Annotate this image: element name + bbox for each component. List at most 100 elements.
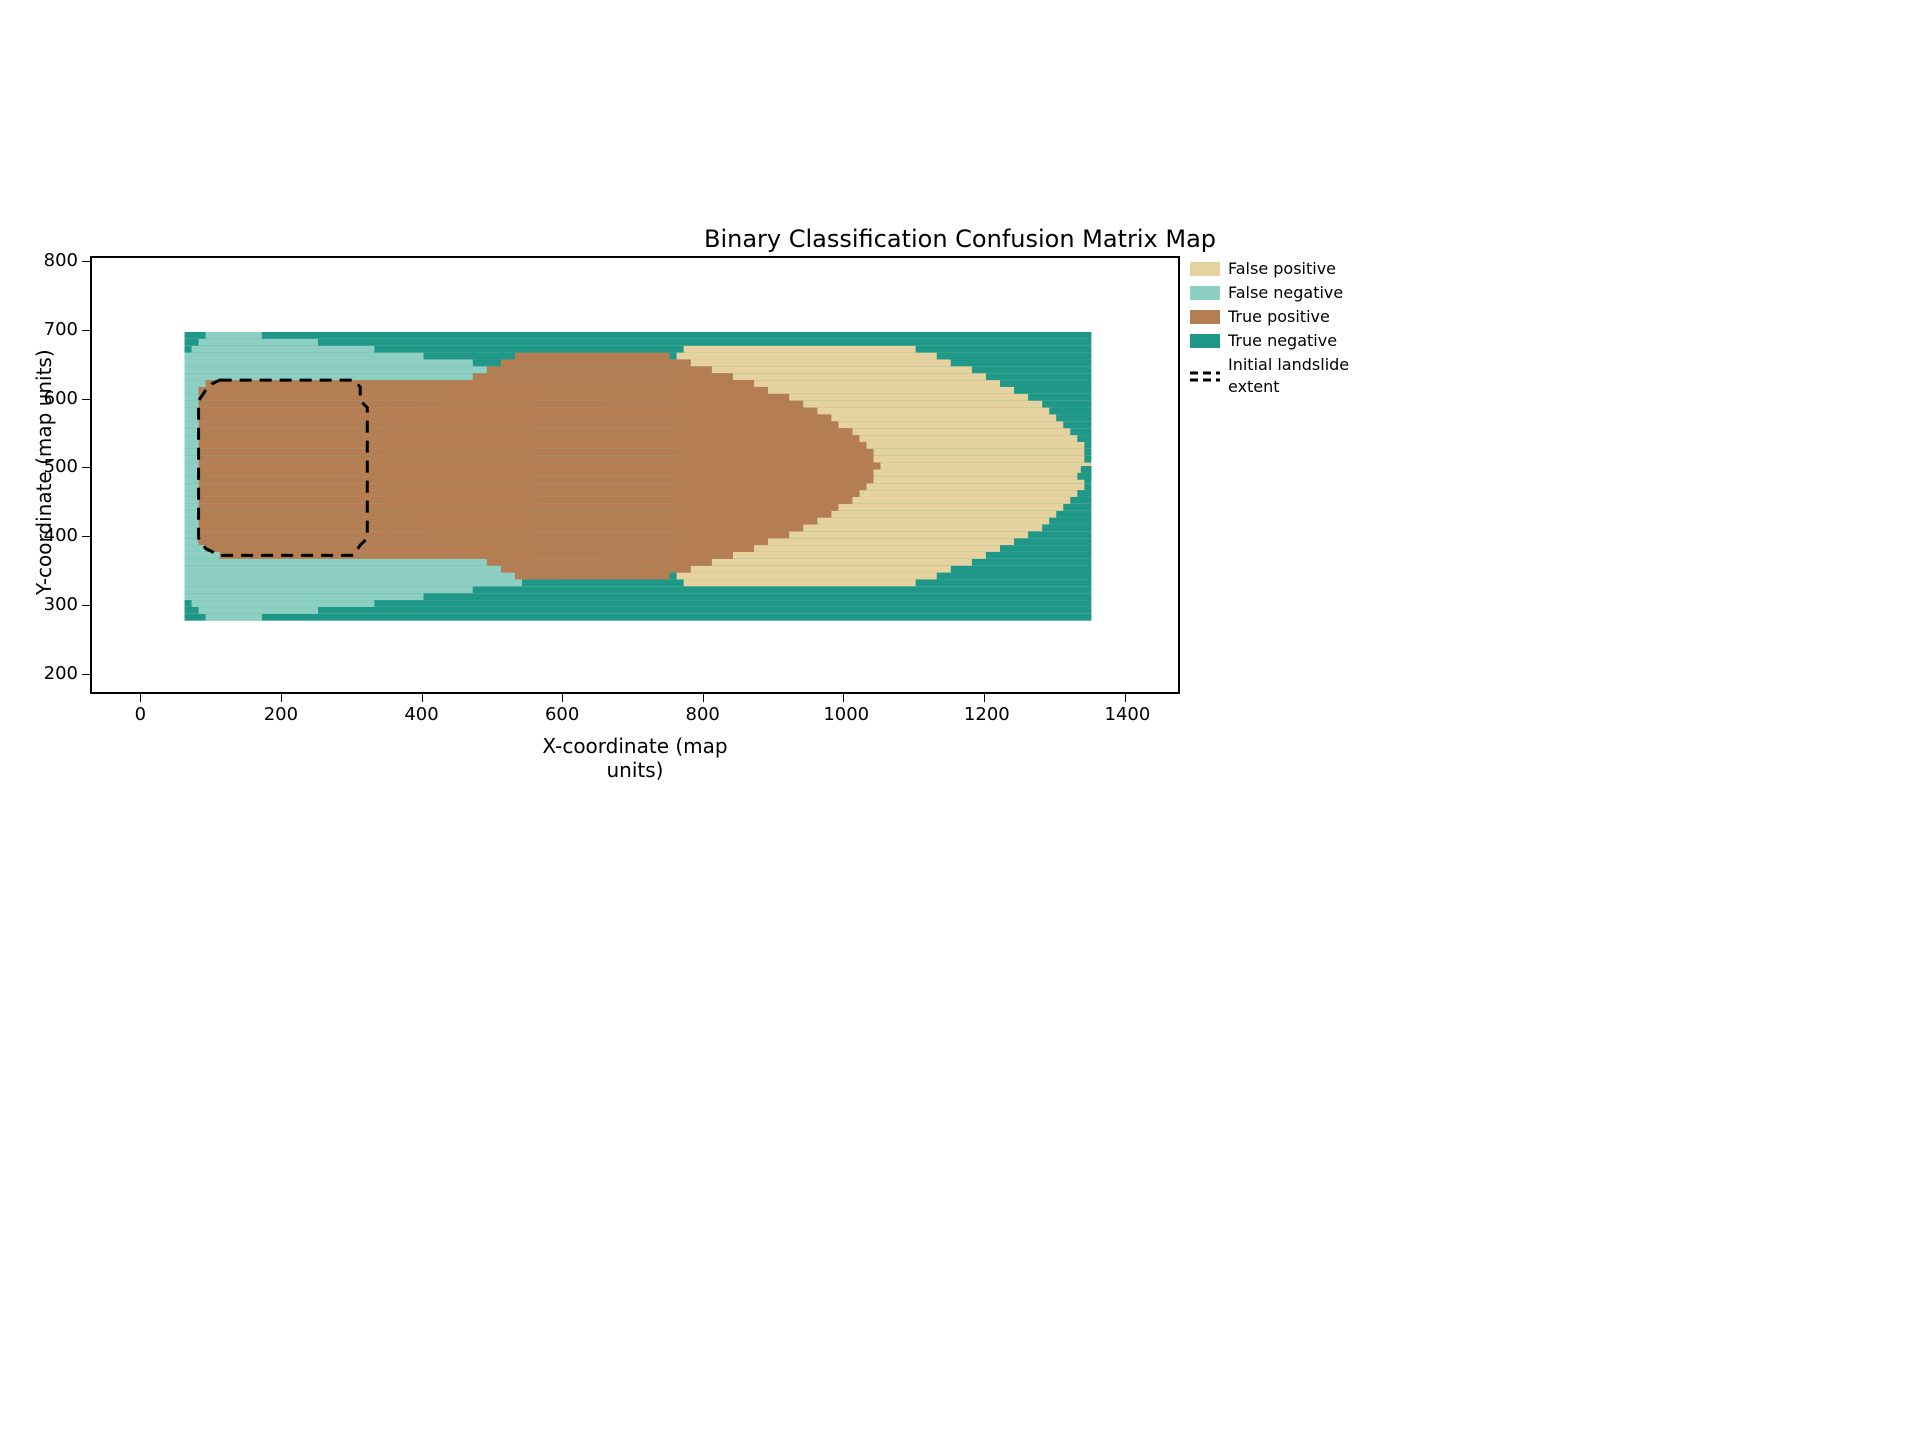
- cell-tp: [206, 545, 382, 552]
- cell-fp: [803, 524, 1042, 531]
- cell-tp: [677, 442, 867, 449]
- cell-tp: [378, 380, 536, 387]
- legend-swatch: [1190, 310, 1220, 324]
- cell-fn: [192, 600, 375, 607]
- cell-tp: [677, 545, 754, 552]
- cell-tp: [385, 490, 536, 497]
- x-tick-label: 400: [402, 704, 442, 725]
- cell-fp: [684, 579, 916, 586]
- y-tick-label: 300: [44, 594, 78, 615]
- cell-tp: [385, 476, 536, 483]
- plot-svg: [92, 258, 1182, 696]
- cell-tp: [199, 511, 389, 518]
- cell-fp: [754, 545, 1000, 552]
- chart-title: Binary Classification Confusion Matrix M…: [0, 225, 1920, 253]
- cell-tp: [199, 524, 389, 531]
- cell-fn: [185, 593, 424, 600]
- cell-tp: [199, 408, 389, 415]
- cell-tp: [677, 504, 839, 511]
- y-tick-mark: [82, 467, 90, 468]
- cell-tp: [677, 456, 874, 463]
- cell-tp: [677, 538, 768, 545]
- cell-fn: [199, 339, 319, 346]
- cell-tp: [199, 414, 389, 421]
- cell-tp: [677, 552, 733, 559]
- cell-tn: [185, 339, 1092, 346]
- x-tick-label: 0: [120, 704, 160, 725]
- cell-fp: [831, 414, 1056, 421]
- cell-fp: [733, 373, 986, 380]
- legend-entry: True negative: [1190, 330, 1349, 352]
- cell-tp: [677, 421, 839, 428]
- y-tick-mark: [82, 605, 90, 606]
- legend-label: False positive: [1228, 258, 1336, 280]
- y-tick-mark: [82, 261, 90, 262]
- cell-tp: [385, 442, 536, 449]
- cell-tp: [385, 483, 536, 490]
- y-tick-mark: [82, 330, 90, 331]
- cell-tp: [677, 408, 818, 415]
- cell-tp: [385, 518, 536, 525]
- cell-fp: [852, 428, 1070, 435]
- cell-fn: [199, 607, 319, 614]
- y-tick-label: 500: [44, 456, 78, 477]
- x-tick-mark: [140, 694, 141, 702]
- cell-tn: [185, 614, 1092, 621]
- cell-tn: [185, 332, 1092, 339]
- cell-fp: [691, 566, 951, 573]
- cell-tp: [385, 456, 536, 463]
- cell-tp: [199, 435, 389, 442]
- x-tick-mark: [562, 694, 563, 702]
- cell-fp: [712, 366, 972, 373]
- x-tick-mark: [984, 694, 985, 702]
- cell-tp: [206, 380, 382, 387]
- cell-tp: [385, 387, 536, 394]
- cell-tp: [199, 531, 389, 538]
- cell-tp: [385, 511, 536, 518]
- cell-fp: [831, 511, 1056, 518]
- cell-tp: [677, 401, 804, 408]
- cell-fp: [873, 449, 1084, 456]
- cell-tp: [677, 566, 691, 573]
- x-tick-label: 1000: [823, 704, 863, 725]
- y-tick-label: 400: [44, 525, 78, 546]
- cell-tp: [385, 469, 536, 476]
- cell-tp: [199, 421, 389, 428]
- y-tick-mark: [82, 674, 90, 675]
- cell-fp: [803, 401, 1042, 408]
- cell-tp: [199, 401, 389, 408]
- cell-tp: [677, 414, 832, 421]
- cell-tn: [1081, 466, 1092, 473]
- legend-entry: Initial landslide extent: [1190, 354, 1349, 398]
- cell-fn: [206, 332, 262, 339]
- cell-fn: [185, 586, 473, 593]
- legend-line-icon: [1190, 369, 1220, 383]
- legend-entry: True positive: [1190, 306, 1349, 328]
- cell-fp: [866, 483, 1084, 490]
- figure: Binary Classification Confusion Matrix M…: [0, 0, 1920, 1440]
- cell-fp: [768, 538, 1014, 545]
- cell-tp: [677, 373, 733, 380]
- cell-tp: [677, 463, 881, 470]
- cell-fp: [768, 387, 1014, 394]
- x-tick-mark: [422, 694, 423, 702]
- cell-tp: [378, 545, 536, 552]
- cell-tp: [677, 449, 874, 456]
- cell-tp: [199, 442, 389, 449]
- legend-label: Initial landslide extent: [1228, 354, 1349, 398]
- cell-tp: [199, 518, 389, 525]
- x-tick-mark: [281, 694, 282, 702]
- legend-label: True positive: [1228, 306, 1330, 328]
- cell-tp: [199, 504, 389, 511]
- cell-tp: [199, 428, 389, 435]
- y-tick-label: 600: [44, 388, 78, 409]
- cell-tp: [199, 463, 389, 470]
- cell-fp: [838, 421, 1063, 428]
- cell-tp: [199, 469, 389, 476]
- y-tick-mark: [82, 399, 90, 400]
- cell-fp: [873, 456, 1084, 463]
- legend-swatch: [1190, 262, 1220, 276]
- cell-tp: [385, 401, 536, 408]
- legend: False positiveFalse negativeTrue positiv…: [1190, 258, 1349, 400]
- x-tick-mark: [1125, 694, 1126, 702]
